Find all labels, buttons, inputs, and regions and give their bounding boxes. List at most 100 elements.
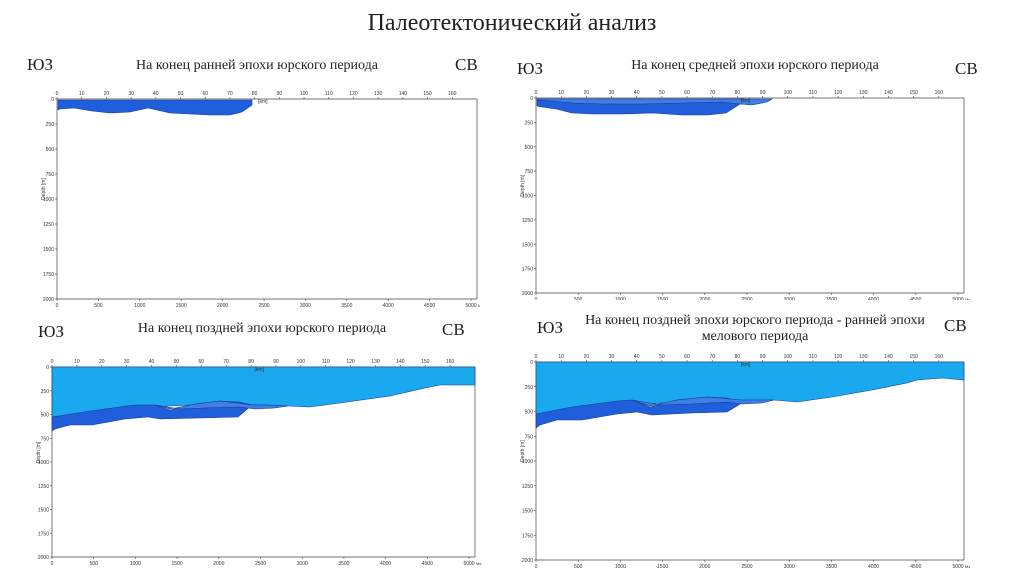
left-axis-tick-label: 750 xyxy=(46,172,55,178)
left-axis-tick-label: 250 xyxy=(525,385,534,391)
top-axis-tick-label: 150 xyxy=(909,90,918,96)
top-axis-tick-label: 110 xyxy=(325,91,333,97)
top-axis-tick-label: 10 xyxy=(558,354,564,360)
panel3-title: На конец поздней эпохи юрского периода xyxy=(137,321,387,336)
top-axis-tick-label: 10 xyxy=(79,91,85,97)
left-axis-tick-label: 1500 xyxy=(38,508,49,514)
left-axis-tick-label: 500 xyxy=(41,413,50,419)
top-axis-tick-label: 160 xyxy=(448,91,457,97)
top-axis-tick-label: 30 xyxy=(128,91,134,97)
top-axis-tick-label: 40 xyxy=(153,91,159,97)
top-axis-tick-label: 70 xyxy=(227,91,233,97)
panel2-middle-jurassic-layer xyxy=(536,98,774,106)
top-axis-tick-label: 20 xyxy=(99,359,105,365)
left-axis-tick-label: 1500 xyxy=(522,242,533,248)
top-axis-tick-label: 90 xyxy=(760,354,766,360)
top-axis-unit: [km] xyxy=(741,362,751,368)
left-axis-tick-label: 0 xyxy=(51,97,54,103)
top-axis-tick-label: 40 xyxy=(149,359,155,365)
bottom-axis-tick-label: 4000 xyxy=(868,297,879,300)
bottom-axis-tick-label: 4000 xyxy=(380,561,391,565)
bottom-axis-tick-label: 2000 xyxy=(213,561,224,565)
top-axis-tick-label: 0 xyxy=(535,354,538,360)
top-axis-tick-label: 110 xyxy=(322,359,330,365)
top-axis-tick-label: 120 xyxy=(834,90,843,96)
left-axis-tick-label: 0 xyxy=(530,360,533,366)
bottom-axis-tick-label: 500 xyxy=(574,564,583,568)
panel4-title: На конец поздней эпохи юрского периода -… xyxy=(585,313,925,344)
panel4-section-plot: 0 10 20 30 40 50 60 70 80 90 100 110 120 130 140 150 160… xyxy=(520,354,970,568)
top-axis-tick-label: 10 xyxy=(74,359,80,365)
top-axis-tick-label: 80 xyxy=(735,90,741,96)
bottom-axis-tick-label: 1500 xyxy=(657,564,668,568)
bottom-axis-tick-label: 500 xyxy=(94,303,103,308)
page-title: Палеотектонический анализ xyxy=(367,10,657,36)
panel4-left-direction: ЮЗ xyxy=(537,318,563,337)
top-axis-tick-label: 140 xyxy=(884,354,893,360)
top-axis-tick-label: 50 xyxy=(174,359,180,365)
top-axis-tick-label: 140 xyxy=(396,359,405,365)
left-axis-tick-label: 750 xyxy=(41,436,50,442)
panel3-right-direction: СВ xyxy=(442,320,465,339)
bottom-axis-tick-label: 3000 xyxy=(784,297,795,300)
top-axis-tick-label: 70 xyxy=(223,359,229,365)
left-axis-tick-label: 0 xyxy=(46,365,49,371)
bottom-axis-unit: Ms xyxy=(478,303,480,308)
left-axis-tick-label: 0 xyxy=(530,96,533,102)
bottom-axis-tick-label: 4500 xyxy=(910,297,921,300)
left-axis-unit: Depth [m] xyxy=(520,440,526,462)
top-axis-tick-label: 80 xyxy=(252,91,258,97)
bottom-axis-tick-label: 5000 xyxy=(463,561,474,565)
left-axis-tick-label: 1750 xyxy=(43,272,54,278)
top-axis-tick-label: 100 xyxy=(300,91,309,97)
left-axis-tick-label: 1750 xyxy=(522,533,533,539)
top-axis-tick-label: 0 xyxy=(535,90,538,96)
top-axis-tick-label: 130 xyxy=(371,359,380,365)
left-axis-tick-label: 1750 xyxy=(38,531,49,537)
top-axis-tick-label: 90 xyxy=(760,90,766,96)
top-axis-tick-label: 60 xyxy=(684,90,690,96)
left-axis-tick-label: 2000 xyxy=(38,555,49,561)
top-axis-tick-label: 30 xyxy=(124,359,130,365)
top-axis-tick-label: 160 xyxy=(446,359,455,365)
bottom-axis-tick-label: 3500 xyxy=(826,564,837,568)
bottom-axis-tick-label: 2000 xyxy=(699,564,710,568)
top-axis-tick-label: 70 xyxy=(709,90,715,96)
top-axis-tick-label: 50 xyxy=(178,91,184,97)
left-axis-tick-label: 2000 xyxy=(522,558,533,564)
top-axis-unit: [km] xyxy=(258,99,268,105)
top-axis-unit: [km] xyxy=(255,367,265,373)
left-axis-tick-label: 1250 xyxy=(522,218,533,224)
bottom-axis-tick-label: 1500 xyxy=(172,561,183,565)
top-axis-tick-label: 140 xyxy=(399,91,408,97)
top-axis-tick-label: 100 xyxy=(784,90,793,96)
panel1-section-plot: 0 10 20 30 40 50 60 70 80 90 100 110 120 130 140 150 160… xyxy=(41,91,480,308)
top-axis-tick-label: 60 xyxy=(199,359,205,365)
bottom-axis-tick-label: 3500 xyxy=(826,297,837,300)
panel2-left-direction: ЮЗ xyxy=(517,59,543,78)
left-axis-tick-label: 750 xyxy=(525,434,534,440)
top-axis-unit: [km] xyxy=(741,98,751,104)
top-axis-tick-label: 20 xyxy=(584,90,590,96)
left-axis-tick-label: 1250 xyxy=(522,484,533,490)
top-axis-tick-label: 150 xyxy=(421,359,430,365)
top-axis-tick-label: 0 xyxy=(51,359,54,365)
left-axis-tick-label: 500 xyxy=(525,410,534,416)
panel1-title: На конец ранней эпохи юрского периода xyxy=(136,58,378,73)
top-axis-tick-label: 30 xyxy=(609,90,615,96)
left-axis-tick-label: 1500 xyxy=(43,247,54,253)
left-axis-tick-label: 1000 xyxy=(38,460,49,466)
top-axis-tick-label: 160 xyxy=(935,90,944,96)
top-axis-tick-label: 130 xyxy=(374,91,383,97)
left-axis-unit: Depth [m] xyxy=(36,441,42,463)
bottom-axis-tick-label: 2500 xyxy=(255,561,266,565)
bottom-axis-tick-label: 4000 xyxy=(868,564,879,568)
bottom-axis-tick-label: 5000 xyxy=(465,303,476,308)
top-axis-tick-label: 130 xyxy=(859,354,868,360)
panel3-left-direction: ЮЗ xyxy=(38,322,64,341)
left-axis-tick-label: 1000 xyxy=(43,197,54,203)
top-axis-tick-label: 90 xyxy=(273,359,279,365)
top-axis-tick-label: 90 xyxy=(277,91,283,97)
panel4-right-direction: СВ xyxy=(944,316,967,335)
panel2-right-direction: СВ xyxy=(955,59,978,78)
